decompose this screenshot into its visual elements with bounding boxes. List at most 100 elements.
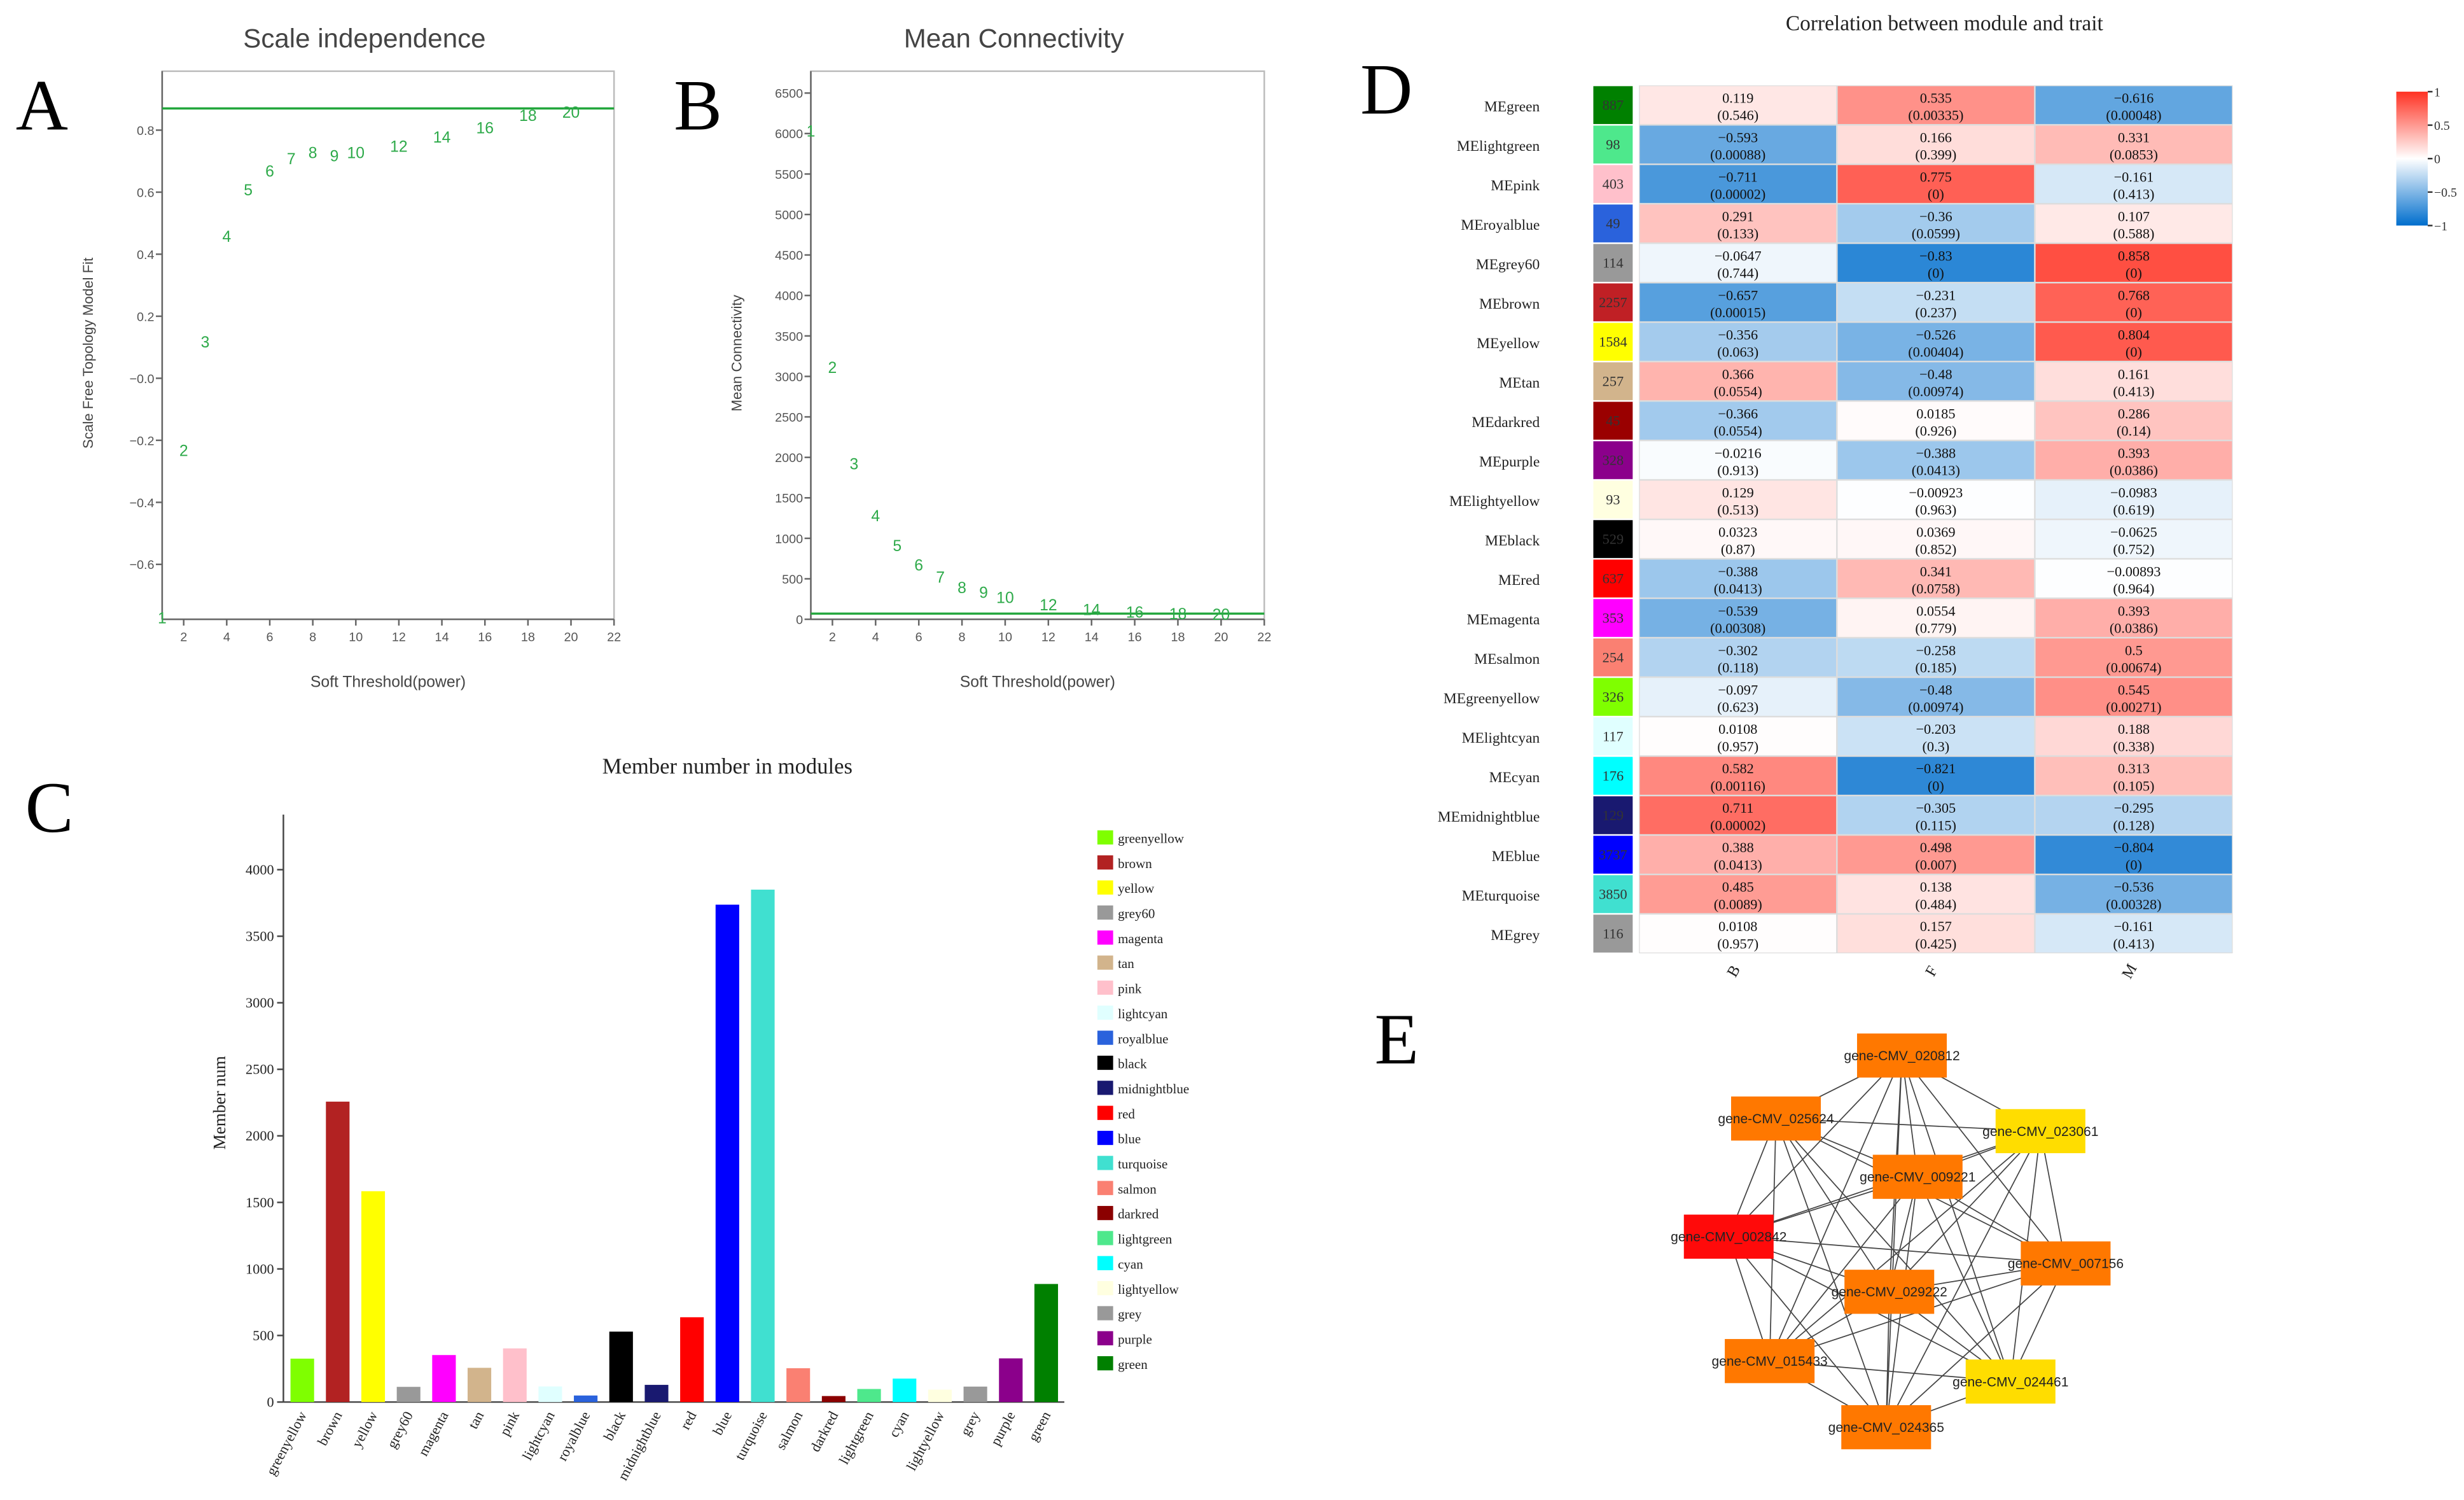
y-tick-label: 0.2: [137, 310, 155, 324]
bar-pink: [503, 1348, 527, 1403]
power-point-label: 12: [1040, 597, 1057, 614]
network-node[interactable]: gene-CMV_015433: [1711, 1339, 1828, 1384]
bar-lightgreen: [857, 1389, 881, 1403]
row-label: MEblack: [1485, 533, 1540, 549]
heatmap-cell: [2035, 441, 2232, 479]
heatmap-cell: [1639, 244, 1837, 282]
correlation-value: −0.0647: [1715, 248, 1762, 263]
p-value: (0.00002): [1710, 186, 1765, 202]
p-value: (0.0554): [1714, 423, 1762, 439]
p-value: (0.399): [1915, 147, 1956, 163]
panel-letter-d: D: [1360, 50, 1412, 130]
legend-label: lightyellow: [1118, 1282, 1180, 1297]
correlation-value: −0.305: [1916, 800, 1956, 816]
node-box: [1730, 1096, 1821, 1141]
p-value: (0): [2126, 265, 2142, 281]
p-value: (0.00088): [1710, 147, 1765, 163]
network-edge: [1775, 1118, 1890, 1293]
p-value: (0.852): [1915, 542, 1956, 557]
network-edge: [1889, 1130, 2041, 1293]
p-value: (0.779): [1915, 620, 1956, 636]
network-node[interactable]: gene-CMV_025624: [1718, 1096, 1834, 1141]
heatmap-cell: [1837, 165, 2035, 203]
p-value: (0.185): [1915, 659, 1956, 675]
correlation-value: 0.0554: [1916, 603, 1955, 619]
module-color-swatch: [1593, 323, 1633, 361]
heatmap-cell: [2035, 678, 2232, 716]
correlation-value: 0.775: [1920, 169, 1952, 185]
network-edge: [1769, 1176, 1918, 1362]
network-node[interactable]: gene-CMV_020812: [1844, 1033, 1960, 1078]
correlation-value: 0.0185: [1916, 405, 1955, 421]
power-point-label: 1: [158, 610, 167, 627]
heatmap-cell: [1837, 362, 2035, 400]
correlation-value: 0.107: [2118, 208, 2150, 224]
x-category-label: red: [677, 1408, 699, 1432]
correlation-value: 0.286: [2118, 405, 2150, 421]
network-node[interactable]: gene-CMV_024365: [1828, 1405, 1944, 1450]
x-tick-label: 16: [478, 631, 492, 645]
panel-letter-a: A: [16, 65, 68, 145]
node-label: gene-CMV_023061: [1982, 1125, 2098, 1139]
x-category-label: brown: [314, 1408, 345, 1448]
y-tick-label: 2000: [246, 1128, 274, 1144]
bar-royalblue: [574, 1395, 598, 1403]
row-label: MEcyan: [1489, 769, 1540, 786]
x-tick-label: 20: [564, 631, 578, 645]
network-node[interactable]: gene-CMV_023061: [1982, 1109, 2098, 1154]
heatmap-cell: [2035, 836, 2232, 874]
heatmap-cell: [1837, 836, 2035, 874]
x-tick-label: 6: [915, 631, 922, 645]
p-value: (0.063): [1717, 344, 1758, 360]
p-value: (0.105): [2113, 778, 2154, 794]
y-tick-label: −0.0: [129, 372, 154, 386]
y-tick-label: 3000: [775, 370, 803, 384]
p-value: (0.425): [1915, 936, 1956, 951]
correlation-value: −0.83: [1919, 248, 1952, 263]
legend-label: yellow: [1118, 881, 1155, 896]
node-box: [2021, 1241, 2111, 1286]
p-value: (0.0413): [1714, 581, 1762, 597]
correlation-value: 0.498: [1920, 839, 1952, 855]
legend-swatch: [1097, 855, 1113, 870]
p-value: (0.0853): [2110, 147, 2158, 163]
network-node[interactable]: gene-CMV_029222: [1832, 1270, 1947, 1314]
correlation-value: 0.535: [1920, 90, 1952, 106]
legend-label: lightcyan: [1118, 1006, 1168, 1021]
legend-swatch: [1097, 1006, 1113, 1020]
y-tick-label: 4000: [246, 862, 274, 878]
power-point-label: 2: [828, 360, 837, 377]
module-size: 98: [1606, 137, 1620, 153]
network-edge: [1775, 1118, 1887, 1427]
power-point-label: 10: [996, 589, 1014, 606]
network-node[interactable]: gene-CMV_009221: [1860, 1154, 1975, 1199]
row-label: MEtan: [1499, 375, 1540, 391]
y-tick-label: 4500: [775, 249, 803, 263]
correlation-value: 0.166: [1920, 129, 1952, 145]
legend-label: tan: [1118, 956, 1134, 971]
network-node[interactable]: gene-CMV_024461: [1952, 1359, 2068, 1404]
legend-swatch: [1097, 905, 1113, 920]
heatmap-cell: [2035, 717, 2232, 755]
legend-label: midnightblue: [1118, 1081, 1189, 1097]
heatmap-cell: [1639, 165, 1837, 203]
heatmap-cell: [1837, 717, 2035, 755]
module-color-swatch: [1593, 559, 1633, 598]
network-node[interactable]: gene-CMV_002842: [1671, 1214, 1786, 1259]
module-size: 176: [1603, 768, 1624, 783]
correlation-value: 0.485: [1722, 879, 1754, 895]
x-category-label: blue: [709, 1408, 735, 1438]
p-value: (0.007): [1915, 857, 1956, 873]
heatmap-cell: [2035, 796, 2232, 834]
node-label: gene-CMV_002842: [1671, 1230, 1786, 1245]
heatmap-cell: [2035, 204, 2232, 242]
correlation-value: −0.48: [1919, 366, 1952, 382]
heatmap-cell: [1837, 520, 2035, 558]
network-node[interactable]: gene-CMV_007156: [2008, 1241, 2124, 1286]
legend-label: purple: [1118, 1331, 1152, 1347]
legend-swatch: [1097, 1205, 1113, 1221]
heatmap-cell: [1639, 441, 1837, 479]
correlation-value: 0.291: [1722, 208, 1754, 224]
heatmap-cell: [1639, 283, 1837, 321]
